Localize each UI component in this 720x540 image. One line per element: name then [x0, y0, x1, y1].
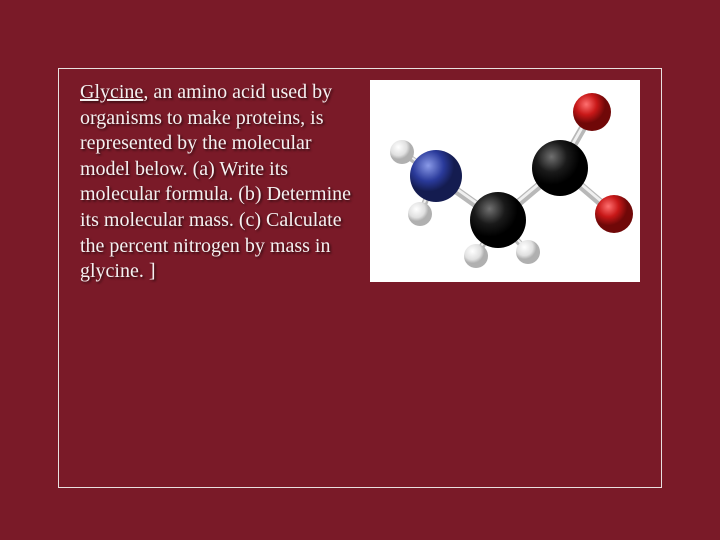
atom-H2-hydrogen — [408, 202, 432, 226]
atom-C1-carbon — [470, 192, 526, 248]
atom-layer — [390, 93, 633, 268]
atom-O1-oxygen — [573, 93, 611, 131]
underlined-word: Glycine — [80, 81, 143, 103]
molecule-image — [370, 80, 640, 282]
molecule-svg — [370, 80, 640, 282]
content-area: Glycine, an amino acid used by organisms… — [80, 80, 640, 285]
problem-text: Glycine, an amino acid used by organisms… — [80, 80, 358, 285]
atom-H4-hydrogen — [516, 240, 540, 264]
atom-N-nitrogen — [410, 150, 462, 202]
atom-C2-carbon — [532, 140, 588, 196]
atom-O2-oxygen — [595, 195, 633, 233]
atom-H1-hydrogen — [390, 140, 414, 164]
body-text-remainder: , an amino acid used by organisms to mak… — [80, 81, 351, 282]
atom-H3-hydrogen — [464, 244, 488, 268]
